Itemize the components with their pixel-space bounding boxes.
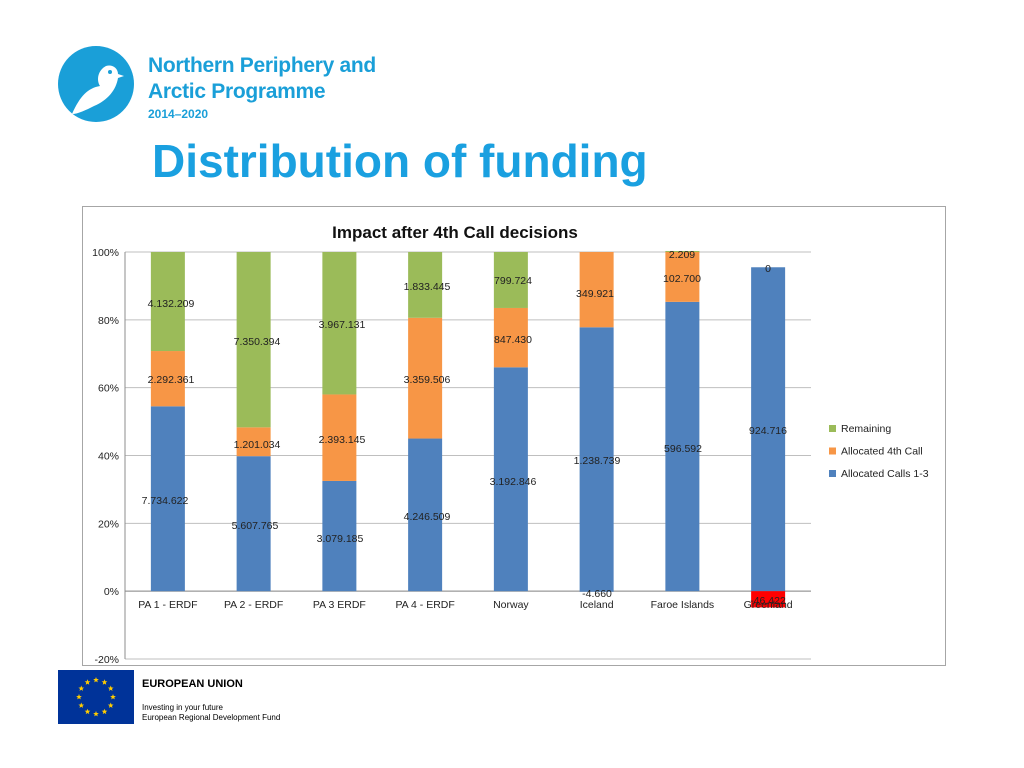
chart-title: Impact after 4th Call decisions (332, 223, 578, 242)
data-label: 3.967.131 (319, 319, 366, 331)
data-label: 3.192.846 (490, 476, 537, 488)
x-tick-label: Faroe Islands (651, 599, 715, 611)
data-label: 2.292.361 (148, 374, 195, 386)
y-tick-label: 0% (104, 586, 119, 598)
data-label: 7.350.394 (234, 336, 281, 348)
y-tick-label: 80% (98, 315, 119, 327)
programme-logo: Northern Periphery and Arctic Programme … (58, 44, 418, 124)
eu-fund-name: European Regional Development Fund (142, 713, 280, 722)
legend-label: Remaining (841, 423, 891, 435)
bird-in-circle-icon (58, 44, 138, 124)
x-tick-label: PA 2 - ERDF (224, 599, 283, 611)
data-label: 1.238.739 (574, 455, 621, 467)
legend-label: Allocated Calls 1-3 (841, 468, 929, 480)
eu-funding-footer: EUROPEAN UNION Investing in your future … (58, 670, 358, 726)
page-title: Distribution of funding (152, 134, 648, 188)
data-label: 4.246.509 (404, 511, 451, 523)
data-label: 1.201.034 (234, 439, 281, 451)
y-tick-label: -20% (94, 654, 119, 665)
data-label-negative: -4.660 (582, 588, 612, 600)
y-tick-label: 60% (98, 383, 119, 395)
y-tick-label: 40% (98, 451, 119, 463)
eu-title: EUROPEAN UNION (142, 678, 243, 690)
x-tick-label: Norway (493, 599, 529, 611)
data-label: 4.132.209 (148, 298, 195, 310)
data-label: 799.724 (494, 275, 532, 287)
data-label: 924.716 (749, 425, 787, 437)
legend-swatch (829, 470, 836, 477)
data-label: 2.209 (669, 249, 695, 261)
data-label: 5.607.765 (232, 520, 279, 532)
programme-name-line2: Arctic Programme (148, 80, 325, 104)
data-label: 847.430 (494, 334, 532, 346)
data-label: 1.833.445 (404, 281, 451, 293)
x-tick-label: PA 3 ERDF (313, 599, 366, 611)
chart-frame: Impact after 4th Call decisions -20% 0% 20%… (82, 206, 946, 666)
data-label: 7.734.622 (142, 495, 189, 507)
eu-flag-icon (58, 670, 134, 724)
x-tick-label: PA 4 - ERDF (395, 599, 454, 611)
data-label: 596.592 (664, 443, 702, 455)
programme-name-line1: Northern Periphery and (148, 54, 376, 78)
y-tick-label: 20% (98, 518, 119, 530)
data-label: 349.921 (576, 288, 614, 300)
data-label: 102.700 (663, 273, 701, 285)
data-label: 2.393.145 (319, 434, 366, 446)
data-label: 3.079.185 (317, 533, 364, 545)
data-label-negative: -46.422 (750, 595, 786, 607)
x-tick-label: PA 1 - ERDF (138, 599, 197, 611)
data-label: 3.359.506 (404, 374, 451, 386)
eu-tagline: Investing in your future (142, 703, 223, 712)
stacked-bar-chart: Impact after 4th Call decisions -20% 0% 20%… (83, 207, 945, 665)
legend-swatch (829, 448, 836, 455)
data-label: 0 (765, 263, 771, 275)
legend-label: Allocated 4th Call (841, 446, 923, 458)
programme-years: 2014–2020 (148, 107, 208, 121)
legend-swatch (829, 425, 836, 432)
x-tick-label: Iceland (580, 599, 614, 611)
y-tick-label: 100% (92, 247, 119, 259)
